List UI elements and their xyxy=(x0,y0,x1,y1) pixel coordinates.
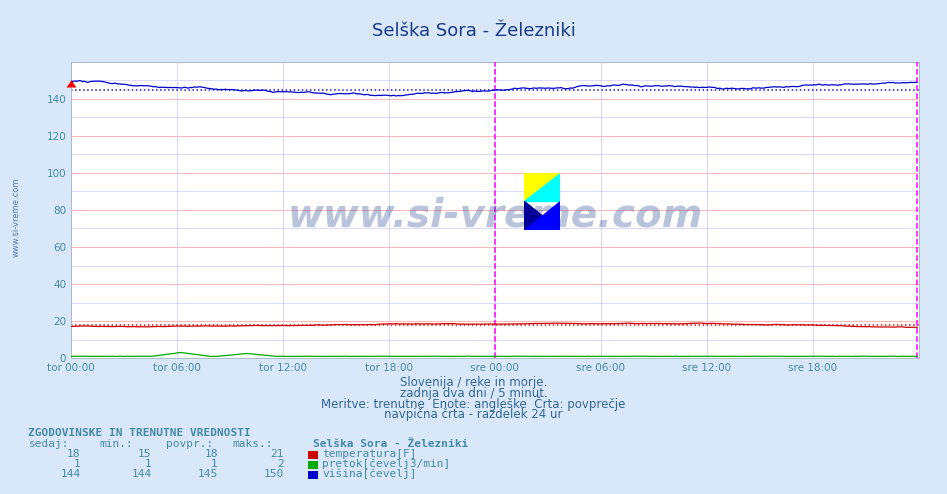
Text: 144: 144 xyxy=(132,469,152,479)
Text: sedaj:: sedaj: xyxy=(28,439,69,449)
Text: 2: 2 xyxy=(277,459,284,469)
Text: Slovenija / reke in morje.: Slovenija / reke in morje. xyxy=(400,376,547,389)
Text: 145: 145 xyxy=(198,469,218,479)
Text: 21: 21 xyxy=(271,449,284,459)
Polygon shape xyxy=(524,202,560,230)
Text: min.:: min.: xyxy=(99,439,134,449)
Text: 144: 144 xyxy=(61,469,80,479)
Text: povpr.:: povpr.: xyxy=(166,439,213,449)
Text: Meritve: trenutne  Enote: angleške  Črta: povprečje: Meritve: trenutne Enote: angleške Črta: … xyxy=(321,396,626,411)
Text: višina[čevelj]: višina[čevelj] xyxy=(322,468,417,479)
Text: ZGODOVINSKE IN TRENUTNE VREDNOSTI: ZGODOVINSKE IN TRENUTNE VREDNOSTI xyxy=(28,428,251,438)
Polygon shape xyxy=(524,202,560,230)
Text: 1: 1 xyxy=(211,459,218,469)
Text: 18: 18 xyxy=(205,449,218,459)
Text: 150: 150 xyxy=(264,469,284,479)
Text: 1: 1 xyxy=(145,459,152,469)
Text: www.si-vreme.com: www.si-vreme.com xyxy=(287,197,703,235)
Text: navpična črta - razdelek 24 ur: navpična črta - razdelek 24 ur xyxy=(384,409,563,421)
Text: 15: 15 xyxy=(138,449,152,459)
Text: maks.:: maks.: xyxy=(232,439,273,449)
Text: www.si-vreme.com: www.si-vreme.com xyxy=(11,178,21,257)
Text: Selška Sora - Železniki: Selška Sora - Železniki xyxy=(313,439,468,449)
Text: zadnja dva dni / 5 minut.: zadnja dva dni / 5 minut. xyxy=(400,387,547,400)
Polygon shape xyxy=(524,173,560,202)
Text: Selška Sora - Železniki: Selška Sora - Železniki xyxy=(371,22,576,40)
Text: 18: 18 xyxy=(67,449,80,459)
Polygon shape xyxy=(524,173,560,202)
Text: pretok[čevelj3/min]: pretok[čevelj3/min] xyxy=(322,458,450,469)
Text: 1: 1 xyxy=(74,459,80,469)
Text: temperatura[F]: temperatura[F] xyxy=(322,449,417,459)
